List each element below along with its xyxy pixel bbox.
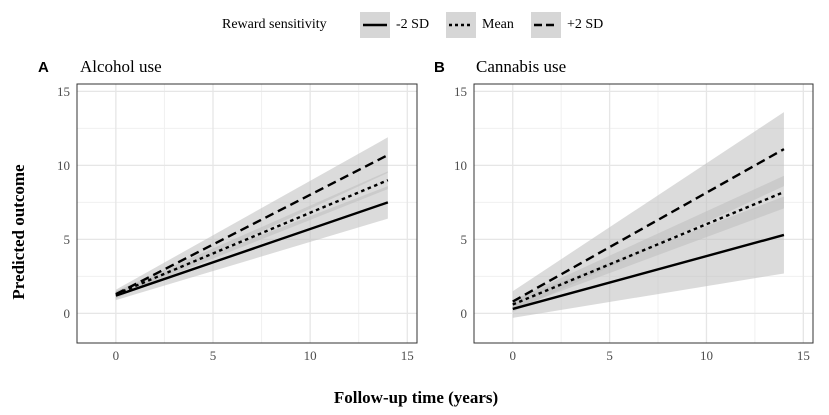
x-tick-label: 5 bbox=[606, 348, 613, 363]
y-tick-label: 5 bbox=[461, 232, 468, 247]
ci-band-plus2sd bbox=[512, 112, 784, 312]
panel-label: B bbox=[434, 59, 445, 76]
series-line-minus2sd bbox=[512, 233, 785, 311]
legend-label: +2 SD bbox=[567, 17, 603, 32]
panel-label: A bbox=[38, 59, 49, 76]
legend-title: Reward sensitivity bbox=[222, 17, 327, 32]
y-tick-label: 15 bbox=[454, 84, 467, 99]
panel-title: Cannabis use bbox=[476, 57, 566, 76]
legend-item-minus2sd: -2 SD bbox=[360, 12, 429, 38]
y-tick-label: 0 bbox=[461, 306, 468, 321]
legend-item-plus2sd: +2 SD bbox=[531, 12, 603, 38]
x-tick-label: 10 bbox=[700, 348, 713, 363]
legend-item-mean: Mean bbox=[446, 12, 514, 38]
x-tick-label: 15 bbox=[401, 348, 414, 363]
y-tick-label: 10 bbox=[454, 158, 467, 173]
x-tick-label: 10 bbox=[304, 348, 317, 363]
x-tick-label: 0 bbox=[509, 348, 516, 363]
panel-alcohol-use: A Alcohol use 0 5 10 15 0 5 10 15 bbox=[38, 57, 418, 363]
y-tick-label: 15 bbox=[57, 84, 70, 99]
y-axis-title: Predicted outcome bbox=[9, 164, 28, 300]
series-line-mean bbox=[115, 179, 389, 296]
y-tick-label: 10 bbox=[57, 158, 70, 173]
panel-cannabis-use: B Cannabis use 0 5 10 15 0 5 10 15 bbox=[434, 57, 814, 363]
y-tick-label: 0 bbox=[64, 306, 71, 321]
series-line-minus2sd bbox=[115, 201, 389, 297]
panel-border bbox=[473, 83, 814, 344]
x-tick-label: 5 bbox=[210, 348, 217, 363]
y-tick-label: 5 bbox=[64, 232, 71, 247]
legend: Reward sensitivity -2 SD Mean +2 SD bbox=[222, 12, 603, 38]
series-line-plus2sd bbox=[512, 148, 785, 303]
x-axis-title: Follow-up time (years) bbox=[334, 388, 498, 407]
panel-title: Alcohol use bbox=[80, 57, 162, 76]
x-tick-label: 0 bbox=[113, 348, 120, 363]
legend-label: -2 SD bbox=[396, 17, 429, 32]
panel-border bbox=[76, 83, 418, 344]
x-tick-label: 15 bbox=[797, 348, 810, 363]
series-line-plus2sd bbox=[115, 153, 389, 296]
legend-label: Mean bbox=[482, 17, 514, 32]
